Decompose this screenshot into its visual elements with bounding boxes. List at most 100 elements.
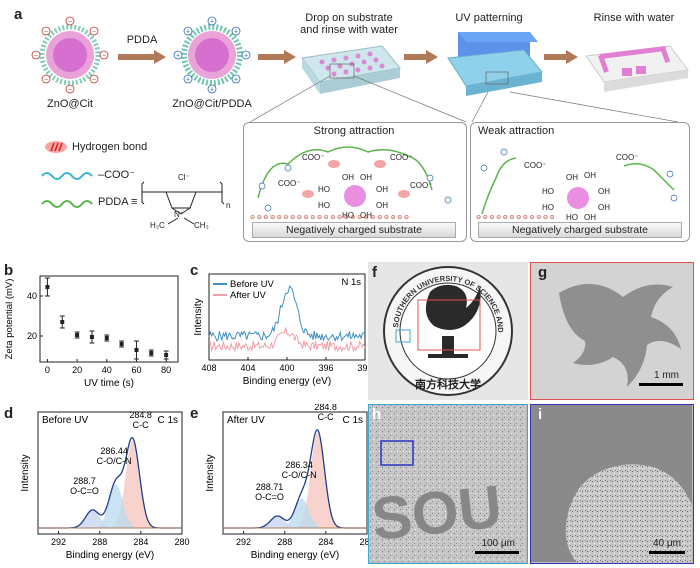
svg-text:OH: OH [598, 187, 610, 196]
x-tick-label: 292 [236, 537, 251, 547]
svg-text:+: + [244, 53, 248, 60]
svg-text:OH: OH [598, 203, 610, 212]
svg-text:COO⁻: COO⁻ [302, 153, 324, 162]
panel-f-letter: f [372, 264, 377, 281]
legend-label: After UV [230, 290, 267, 301]
svg-text:+: + [234, 77, 238, 84]
peak-be-label: 288.71 [256, 482, 284, 492]
x-tick-label: 400 [279, 363, 294, 373]
weak-attraction-diagram: OH OH HO OH HO OH HO OH COO⁻COO⁻ ⊖ ⊖ ⊖ ⊖ ⊖ ⊖… [476, 148, 678, 220]
svg-text:−: − [92, 77, 96, 84]
x-tick-label: 396 [318, 363, 333, 373]
coo-chain-icon [41, 172, 93, 180]
data-point [134, 348, 139, 352]
x-tick-label: 280 [359, 537, 374, 547]
data-point [60, 320, 65, 324]
panel-h-scale: 100 μm [481, 538, 515, 549]
pdda-ch3-label: CH₃ [194, 221, 209, 230]
svg-text:COO⁻: COO⁻ [524, 161, 546, 170]
peak-name-label: C-C [133, 420, 149, 430]
x-tick-label: 288 [92, 537, 107, 547]
svg-text:+: + [186, 77, 190, 84]
strong-substrate-label: Negatively charged substrate [252, 222, 456, 238]
peak-name-label: C-O/C-N [97, 456, 132, 466]
x-tick-label: 392 [357, 363, 370, 373]
svg-text:HO: HO [542, 187, 554, 196]
pdda-n-subscript: n [226, 201, 231, 210]
step-rinse-label: Rinse with water [593, 12, 675, 24]
data-point [75, 333, 80, 337]
n1s-xps-chart: 408 404 400 396 392 Binding energy (eV) Intens… [193, 273, 370, 387]
svg-text:OH: OH [584, 171, 596, 180]
data-point [89, 335, 94, 339]
peak-fit-area [38, 484, 182, 528]
legend-hbond-label: Hydrogen bond [72, 141, 148, 153]
y-axis-label: Intensity [193, 298, 204, 335]
x-tick-label: 280 [174, 537, 189, 547]
svg-text:−: − [68, 19, 72, 26]
svg-text:OH: OH [342, 173, 354, 182]
svg-text:+: + [176, 53, 180, 60]
panel-c-letter: c [190, 262, 199, 279]
panel-title: Before UV [42, 415, 88, 426]
svg-text:OH: OH [360, 211, 372, 220]
data-point [164, 353, 169, 357]
plot-frame [39, 275, 179, 363]
panel-g-image: 1 mm [530, 262, 694, 400]
data-point [45, 285, 50, 289]
x-tick-label: 408 [201, 363, 216, 373]
pdda-nplus-label: N⁺ [174, 210, 184, 219]
panel-title: After UV [227, 415, 265, 426]
zno-cit-particle-icon: − − − − − − − − [31, 16, 109, 94]
substrate-particles-image [301, 45, 401, 94]
svg-text:−: − [102, 53, 106, 60]
panel-i-scale: 40 μm [653, 538, 681, 549]
data-point [104, 336, 109, 340]
seal-chinese: 南方科技大学 [415, 377, 481, 391]
step-uv-label: UV patterning [455, 12, 523, 24]
y-axis-label: Zeta potential (mV) [4, 279, 15, 360]
after-uv-series [208, 327, 366, 353]
svg-text:−: − [44, 77, 48, 84]
data-point [119, 342, 124, 346]
panel-d-letter: d [4, 405, 14, 422]
svg-text:COO⁻: COO⁻ [616, 153, 638, 162]
y-tick-label: 40 [27, 291, 37, 301]
svg-text:−: − [34, 53, 38, 60]
x-tick-label: 60 [131, 365, 141, 375]
arrow-1-icon [118, 50, 166, 64]
panel-b-letter: b [4, 262, 14, 279]
c1s-after-uv-chart: 292 288 284 280 Binding energy (eV) Intensity… [205, 404, 375, 561]
svg-text:COO⁻: COO⁻ [390, 153, 412, 162]
c1s-before-uv-chart: 292 288 284 280 Binding energy (eV) Intensity… [20, 410, 190, 561]
peak-name-label: O-C=O [70, 486, 99, 496]
panel-g-scale: 1 mm [654, 370, 679, 381]
y-tick-label: 20 [27, 331, 37, 341]
pdda-h3c-label: H₃C [150, 221, 165, 230]
x-tick-label: 292 [51, 537, 66, 547]
core-level-label: N 1s [341, 277, 361, 288]
svg-text:HO: HO [542, 203, 554, 212]
zno-cit-label: ZnO@Cit [46, 98, 93, 110]
pdda-chain-icon [41, 200, 93, 208]
peak-fit-area [223, 498, 367, 528]
arrow-2-icon [258, 50, 296, 64]
patterned-substrate-image [585, 45, 689, 92]
peak-name-label: C-C [318, 412, 334, 422]
y-axis-label: Intensity [20, 454, 31, 491]
x-tick-label: 80 [161, 365, 171, 375]
x-tick-label: 20 [72, 365, 82, 375]
legend-label: Before UV [230, 279, 274, 290]
peak-be-label: 284.8 [314, 404, 337, 412]
strong-attraction-title: Strong attraction [313, 125, 395, 137]
pdda-cl-label: Cl⁻ [178, 173, 190, 182]
legend-pdda-label: PDDA ≡ [98, 196, 138, 208]
x-tick-label: 284 [318, 537, 333, 547]
strong-attraction-diagram: OH OH HO OH HO OH HO OH COO⁻ COO⁻ COO⁻ COO⁻ ⊖ ⊖… [250, 146, 452, 220]
svg-text:COO⁻: COO⁻ [278, 179, 300, 188]
before-uv-series [208, 285, 366, 343]
arrow-3-icon [404, 50, 438, 64]
panel-g-letter: g [538, 264, 548, 281]
svg-text:OH: OH [376, 201, 388, 210]
peak-be-label: 288.7 [73, 476, 96, 486]
